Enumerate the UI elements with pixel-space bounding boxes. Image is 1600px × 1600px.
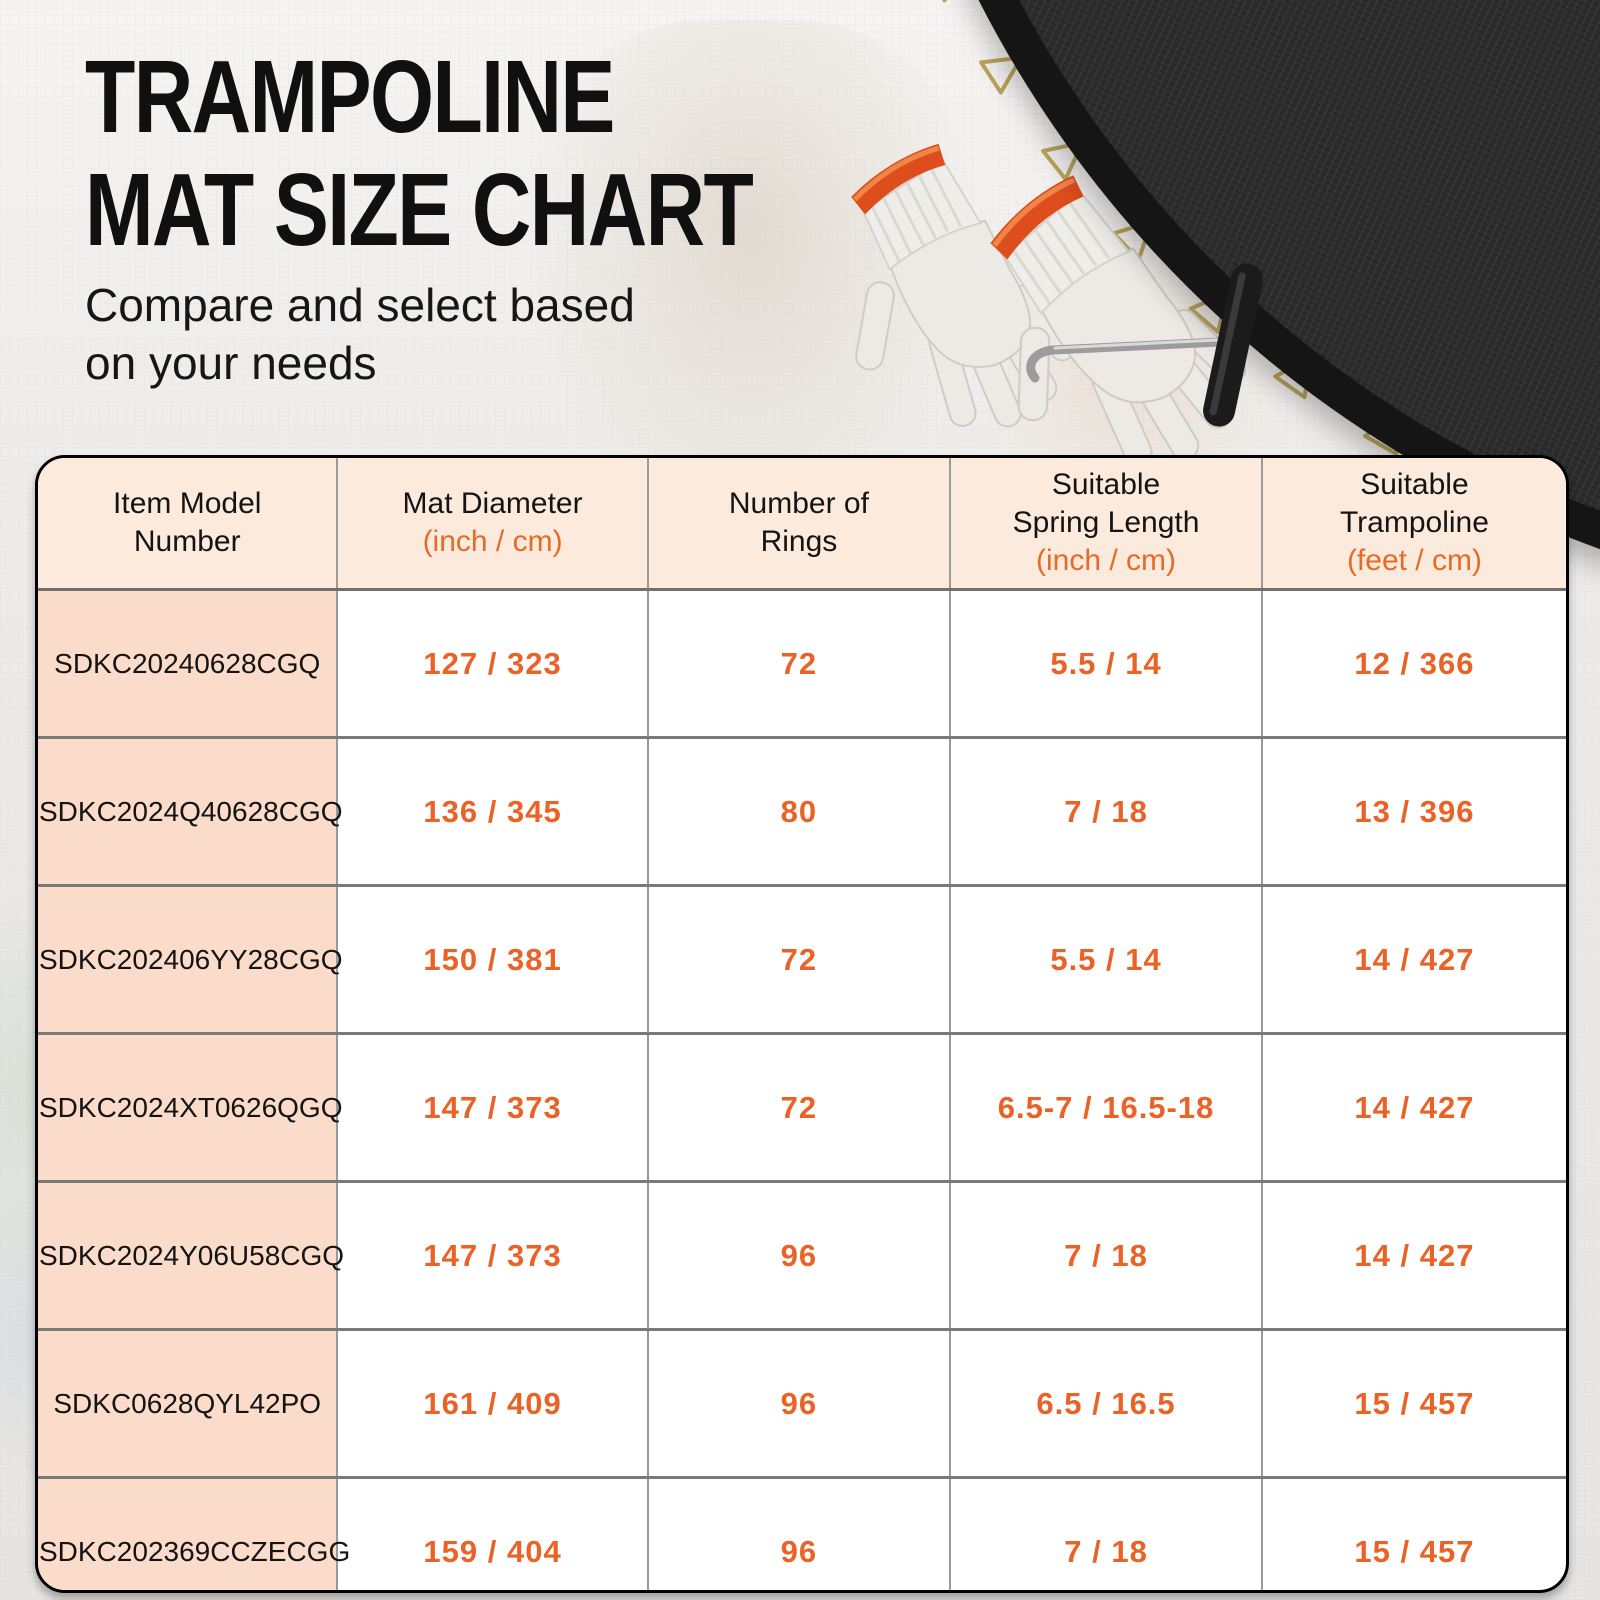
cell-spring-length: 7 / 18: [949, 1476, 1262, 1590]
column-header-spring-length: Suitable Spring Length (inch / cm): [949, 458, 1262, 591]
table-row: SDKC0628QYL42PO 161 / 409 96 6.5 / 16.5 …: [38, 1328, 1566, 1478]
cell-mat-diameter: 150 / 381: [336, 884, 648, 1034]
cell-trampoline: 14 / 427: [1260, 1180, 1566, 1330]
cell-rings: 96: [646, 1180, 951, 1330]
column-header-model: Item Model Number: [38, 458, 338, 591]
cell-mat-diameter: 147 / 373: [336, 1032, 648, 1182]
cell-rings: 80: [646, 736, 951, 886]
cell-spring-length: 5.5 / 14: [949, 884, 1262, 1034]
column-header-rings: Number of Rings: [646, 458, 951, 591]
cell-spring-length: 6.5 / 16.5: [949, 1328, 1262, 1478]
cell-spring-length: 5.5 / 14: [949, 589, 1262, 738]
cell-model: SDKC2024Q40628CGQ: [38, 736, 343, 886]
cell-rings: 72: [646, 589, 951, 738]
cell-trampoline: 13 / 396: [1260, 736, 1566, 886]
table-row: SDKC202369CCZECGG 159 / 404 96 7 / 18 15…: [38, 1476, 1566, 1590]
spring-pull-tool-image: [1026, 263, 1263, 427]
column-header-mat-diameter: Mat Diameter (inch / cm): [336, 458, 648, 591]
cell-model: SDKC202406YY28CGQ: [38, 884, 343, 1034]
subtitle-line-2: on your needs: [85, 337, 377, 389]
cell-model: SDKC0628QYL42PO: [38, 1328, 338, 1478]
cell-spring-length: 7 / 18: [949, 736, 1262, 886]
cell-trampoline: 14 / 427: [1260, 1032, 1566, 1182]
title-line-1: TRAMPOLINE: [85, 39, 615, 154]
cell-rings: 96: [646, 1328, 951, 1478]
cell-trampoline: 14 / 427: [1260, 884, 1566, 1034]
cell-trampoline: 12 / 366: [1260, 589, 1566, 738]
header-row: Item Model Number Mat Diameter (inch / c…: [38, 458, 1566, 591]
cell-mat-diameter: 147 / 373: [336, 1180, 648, 1330]
page-subtitle: Compare and select based on your needs: [85, 276, 635, 392]
cell-mat-diameter: 127 / 323: [336, 589, 648, 738]
size-chart-table: Item Model Number Mat Diameter (inch / c…: [35, 455, 1569, 1593]
cell-trampoline: 15 / 457: [1260, 1476, 1566, 1590]
cell-model: SDKC2024XT0626QGQ: [38, 1032, 343, 1182]
cell-rings: 96: [646, 1476, 951, 1590]
v-ring-icon: [1036, 105, 1122, 186]
cell-rings: 72: [646, 1032, 951, 1182]
cell-mat-diameter: 136 / 345: [336, 736, 648, 886]
title-line-2: MAT SIZE CHART: [85, 152, 754, 267]
table-row: SDKC2024Q40628CGQ 136 / 345 80 7 / 18 13…: [38, 736, 1566, 886]
column-header-trampoline: Suitable Trampoline (feet / cm): [1260, 458, 1566, 591]
cell-trampoline: 15 / 457: [1260, 1328, 1566, 1478]
table-row: SDKC2024XT0626QGQ 147 / 373 72 6.5-7 / 1…: [38, 1032, 1566, 1182]
v-ring-icon: [974, 21, 1061, 99]
table-row: SDKC2024Y06U58CGQ 147 / 373 96 7 / 18 14…: [38, 1180, 1566, 1330]
page-title: TRAMPOLINE MAT SIZE CHART: [85, 40, 919, 266]
subtitle-line-1: Compare and select based: [85, 279, 635, 331]
cell-spring-length: 6.5-7 / 16.5-18: [949, 1032, 1262, 1182]
cell-rings: 72: [646, 884, 951, 1034]
cell-model: SDKC2024Y06U58CGQ: [38, 1180, 344, 1330]
table-row: SDKC202406YY28CGQ 150 / 381 72 5.5 / 14 …: [38, 884, 1566, 1034]
table-row: SDKC20240628CGQ 127 / 323 72 5.5 / 14 12…: [38, 589, 1566, 738]
cell-mat-diameter: 159 / 404: [336, 1476, 648, 1590]
cell-spring-length: 7 / 18: [949, 1180, 1262, 1330]
cell-model: SDKC202369CCZECGG: [38, 1476, 350, 1590]
cell-model: SDKC20240628CGQ: [38, 589, 338, 738]
cell-mat-diameter: 161 / 409: [336, 1328, 648, 1478]
